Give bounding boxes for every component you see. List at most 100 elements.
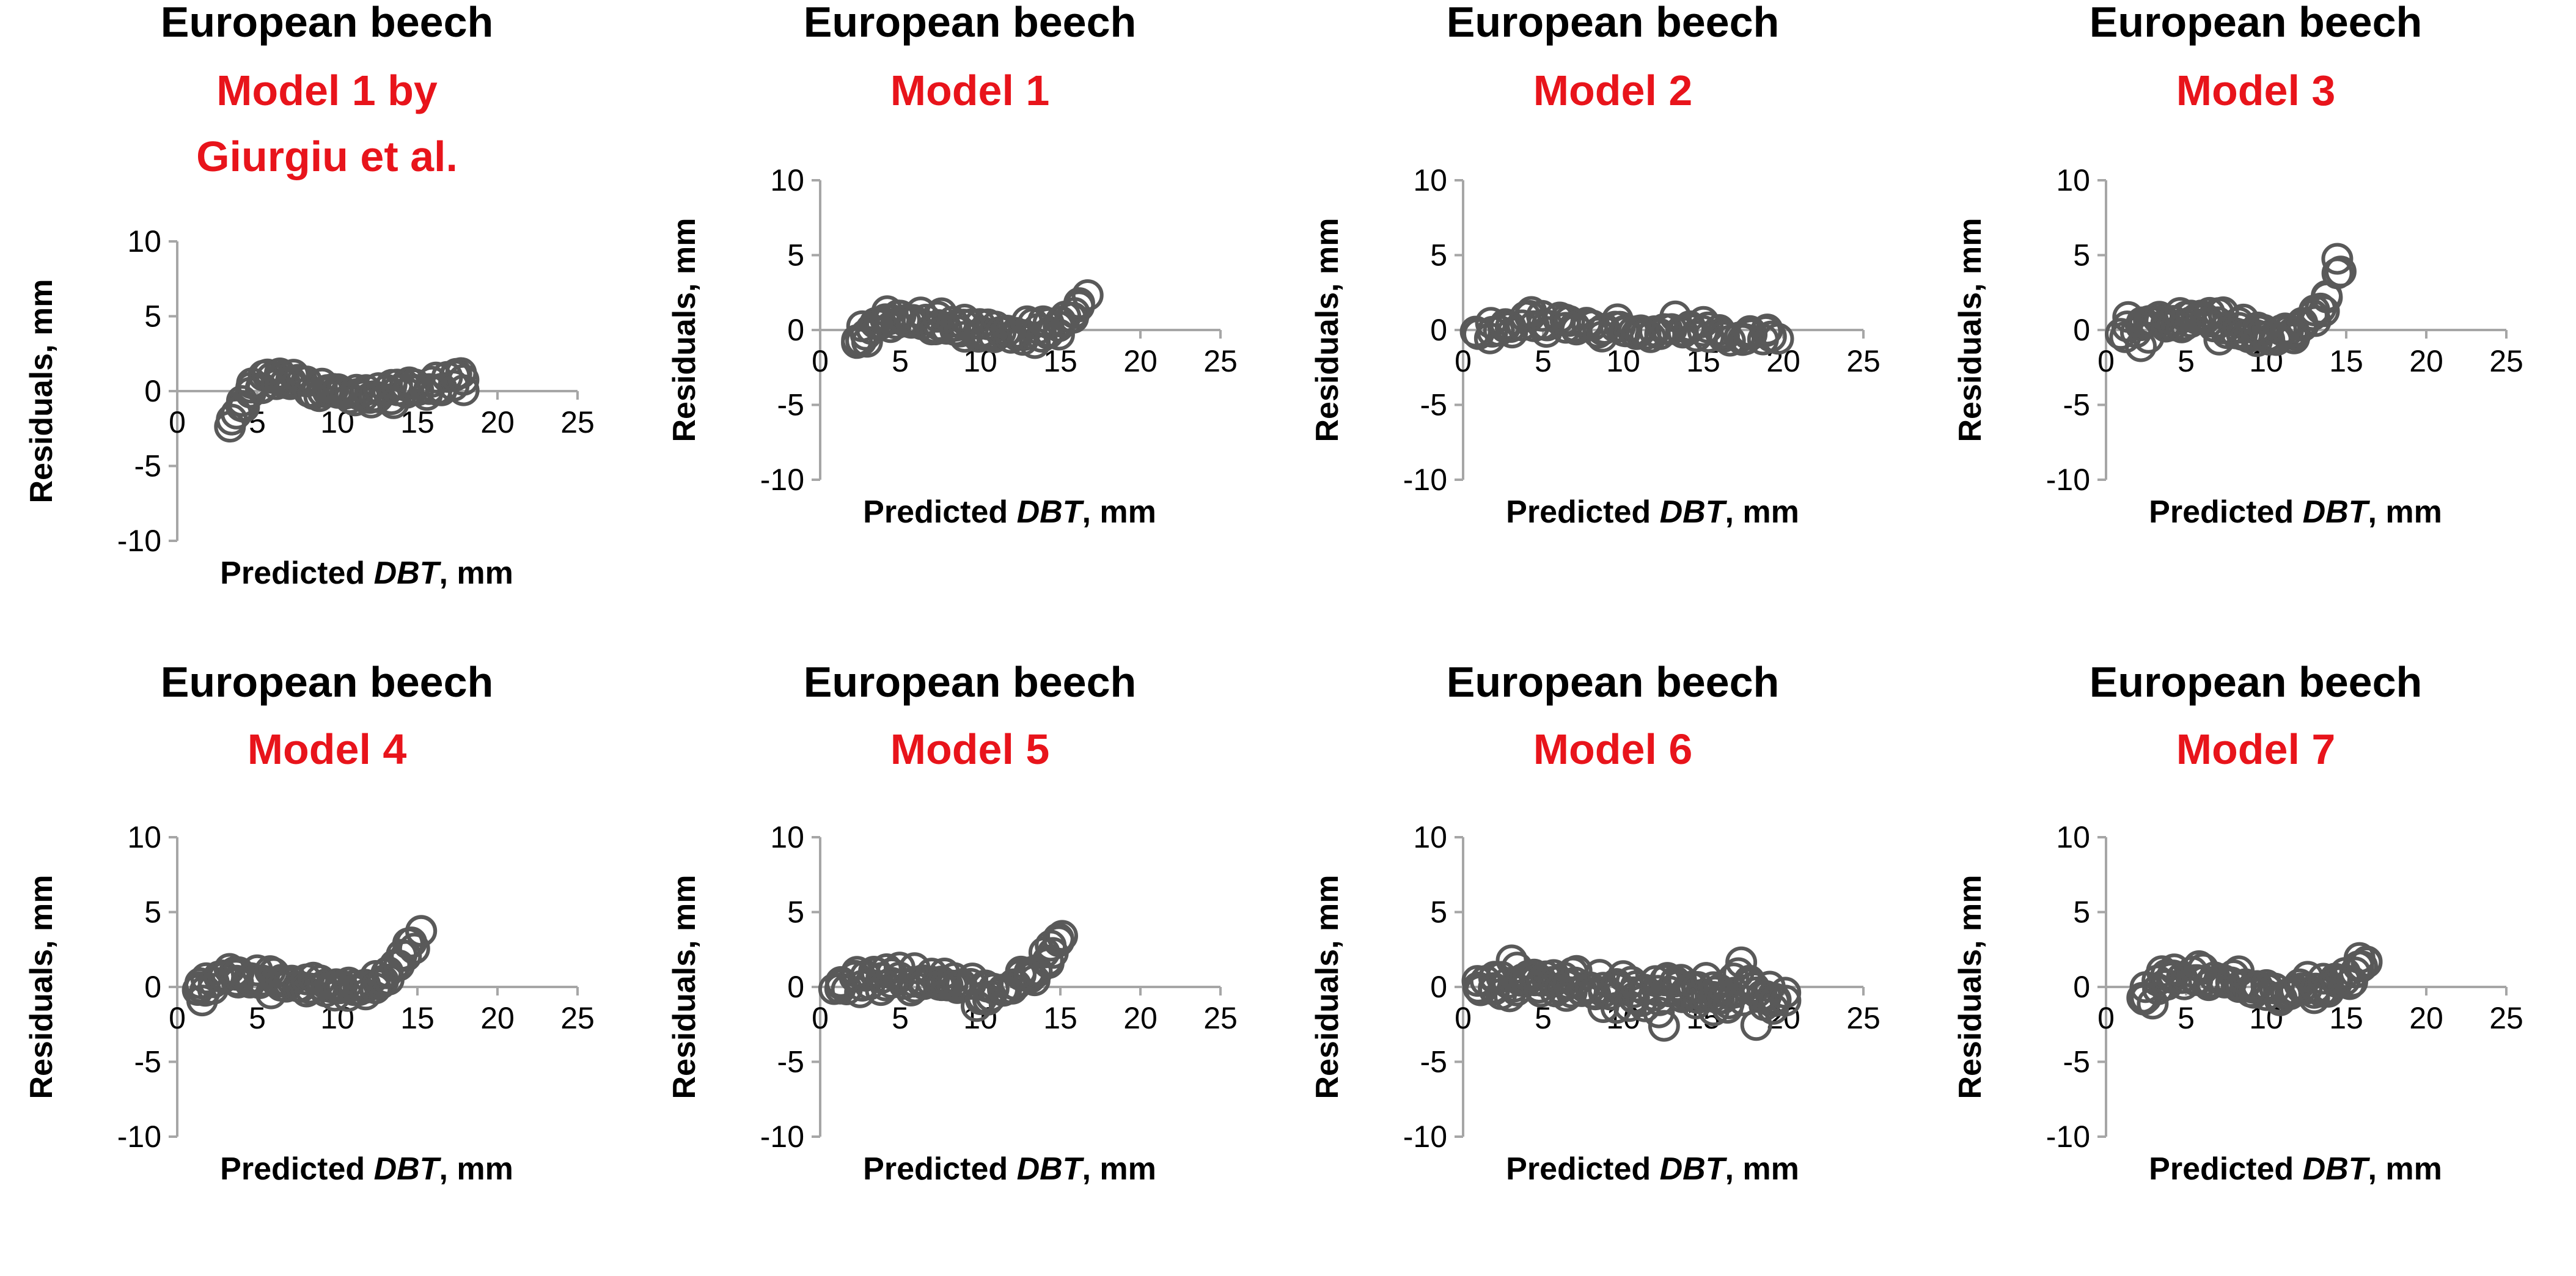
y-tick-label: 5	[144, 299, 161, 334]
y-tick-label: 10	[2056, 820, 2090, 854]
chart-subtitle: Giurgiu et al.	[196, 133, 458, 180]
y-axis-label: Residuals, mm	[667, 218, 702, 442]
y-axis-label: Residuals, mm	[1310, 218, 1345, 442]
x-tick-label: 25	[1203, 344, 1238, 378]
x-axis-label-variable: DBT	[1017, 1151, 1085, 1187]
data-point	[390, 940, 422, 972]
data-point	[2350, 947, 2383, 978]
x-axis-label-prefix: Predicted	[863, 1151, 1016, 1187]
y-tick-label: 5	[787, 895, 804, 930]
y-tick-label: -10	[117, 524, 161, 558]
x-tick-label: 20	[480, 1001, 515, 1035]
chart-subtitle: Model 4	[248, 725, 407, 773]
x-axis-label-prefix: Predicted	[220, 556, 373, 591]
y-tick-label: -5	[777, 388, 804, 422]
y-tick-label: 0	[2073, 970, 2090, 1004]
y-tick-label: -5	[777, 1045, 804, 1079]
chart-subtitle: Model 7	[2176, 725, 2336, 773]
x-tick-label: 5	[892, 344, 909, 378]
chart-subtitle: Model 5	[890, 725, 1050, 773]
y-tick-label: 10	[1413, 163, 1447, 197]
data-point	[1046, 920, 1078, 952]
y-axis-label: Residuals, mm	[24, 279, 59, 503]
chart-subtitle: Model 2	[1533, 67, 1693, 114]
data-point	[1459, 315, 1492, 348]
data-point	[1758, 985, 1791, 1018]
y-tick-label: -5	[134, 1045, 161, 1079]
y-tick-label: 5	[1430, 895, 1447, 930]
y-tick-label: -10	[2046, 1120, 2090, 1154]
y-tick-label: 0	[144, 374, 161, 408]
x-axis-label-unit: , mm	[2368, 1151, 2442, 1187]
y-tick-label: -10	[117, 1120, 161, 1154]
y-tick-label: 0	[1430, 970, 1447, 1004]
y-axis-label: Residuals, mm	[1953, 875, 1988, 1099]
x-axis-label: Predicted DBT, mm	[220, 556, 513, 591]
data-point	[447, 364, 480, 396]
data-point	[875, 967, 908, 999]
chart-title: European beech	[804, 658, 1137, 706]
x-axis-label-unit: , mm	[2368, 494, 2442, 530]
x-tick-label: 20	[1123, 344, 1158, 378]
chart-subtitle: Model 1	[890, 67, 1050, 114]
x-axis-label-prefix: Predicted	[2149, 494, 2302, 530]
y-tick-label: 10	[2056, 163, 2090, 197]
data-point	[1769, 977, 1802, 1009]
x-tick-label: 15	[1043, 1001, 1077, 1035]
x-tick-label: 0	[169, 1001, 186, 1035]
y-tick-label: -10	[1403, 463, 1447, 497]
data-point	[1725, 946, 1758, 978]
y-tick-label: -10	[2046, 463, 2090, 497]
y-tick-label: -10	[1403, 1120, 1447, 1154]
chart-title: European beech	[804, 0, 1137, 46]
y-tick-label: 0	[2073, 313, 2090, 347]
y-tick-label: 5	[2073, 238, 2090, 273]
x-axis-label-variable: DBT	[1660, 1151, 1728, 1187]
data-point	[1071, 279, 1104, 311]
chart-panel-1: European beech Model 1 by Giurgiu et al. 10…	[24, 0, 595, 591]
x-axis-label-prefix: Predicted	[2149, 1151, 2302, 1187]
x-axis-label: Predicted DBT, mm	[2149, 494, 2442, 530]
x-tick-label: 25	[1203, 1001, 1238, 1035]
data-point	[1624, 314, 1657, 346]
y-tick-label: 0	[787, 313, 804, 347]
x-tick-label: 25	[560, 1001, 595, 1035]
x-tick-label: 15	[2329, 1001, 2363, 1035]
x-tick-label: 0	[2097, 344, 2115, 378]
x-axis-label-prefix: Predicted	[863, 494, 1016, 530]
data-point	[1063, 287, 1095, 319]
y-axis-label: Residuals, mm	[667, 875, 702, 1099]
y-tick-label: -10	[760, 1120, 804, 1154]
data-point	[1553, 305, 1585, 337]
x-tick-label: 20	[2409, 344, 2443, 378]
x-axis-label-variable: DBT	[374, 1151, 442, 1187]
x-tick-label: 0	[812, 344, 829, 378]
chart-title: European beech	[2090, 658, 2423, 706]
y-tick-label: 5	[2073, 895, 2090, 930]
x-tick-label: 20	[2409, 1001, 2443, 1035]
y-tick-label: 0	[1430, 313, 1447, 347]
y-tick-label: 10	[127, 820, 161, 854]
y-tick-label: 5	[144, 895, 161, 930]
x-tick-label: 15	[2329, 344, 2363, 378]
x-axis-label-unit: , mm	[439, 556, 513, 591]
chart-title: European beech	[161, 658, 494, 706]
y-tick-label: 5	[1430, 238, 1447, 273]
data-point	[1042, 922, 1074, 955]
y-tick-label: 0	[787, 970, 804, 1004]
x-axis-label-variable: DBT	[1660, 494, 1728, 530]
x-axis-label-unit: , mm	[1725, 494, 1799, 530]
x-axis-label-prefix: Predicted	[220, 1151, 373, 1187]
x-tick-label: 20	[1123, 1001, 1158, 1035]
chart-title: European beech	[161, 0, 494, 46]
y-tick-label: 10	[770, 163, 804, 197]
y-tick-label: 10	[1413, 820, 1447, 854]
x-tick-label: 0	[169, 405, 186, 439]
x-tick-label: 25	[560, 405, 595, 439]
